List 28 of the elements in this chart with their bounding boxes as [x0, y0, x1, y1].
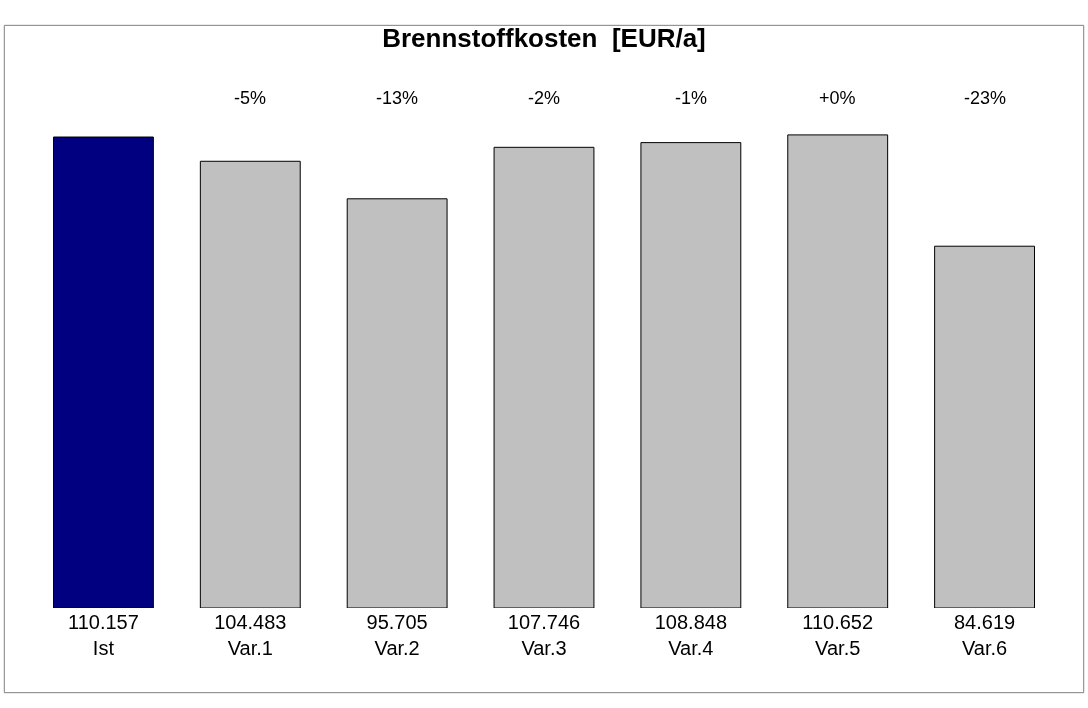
- bar: [934, 245, 1035, 608]
- data-label: 108.848: [654, 611, 728, 633]
- x-tick-label: Var.4: [668, 637, 714, 659]
- data-label: 84.619: [953, 611, 1016, 633]
- bar: [346, 198, 448, 608]
- x-tick-label: Var.3: [521, 637, 567, 659]
- data-label: 110.157: [68, 611, 139, 633]
- x-tick-label: Var.5: [815, 637, 861, 659]
- data-label: 104.483: [214, 611, 287, 633]
- bar: [199, 160, 301, 608]
- data-label: 95.705: [366, 611, 428, 633]
- text: -13%: [376, 88, 419, 108]
- x-tick-label: Var.2: [374, 637, 420, 659]
- text: -2%: [528, 88, 561, 108]
- text: +0%: [819, 88, 856, 108]
- data-label: 110.652: [802, 611, 874, 633]
- bar: [787, 134, 889, 608]
- chart-title: Brennstoffkosten [EUR/a]: [382, 22, 706, 53]
- text: -23%: [964, 88, 1007, 108]
- x-tick-label: Var.6: [961, 637, 1008, 659]
- x-tick-label: Var.1: [227, 637, 273, 659]
- x-tick-label: Ist: [92, 637, 115, 659]
- text: -1%: [675, 88, 708, 108]
- bar: [53, 136, 154, 608]
- bar: [493, 146, 595, 608]
- data-label: 107.746: [507, 611, 581, 633]
- bar: [640, 142, 742, 608]
- text: -5%: [234, 88, 267, 108]
